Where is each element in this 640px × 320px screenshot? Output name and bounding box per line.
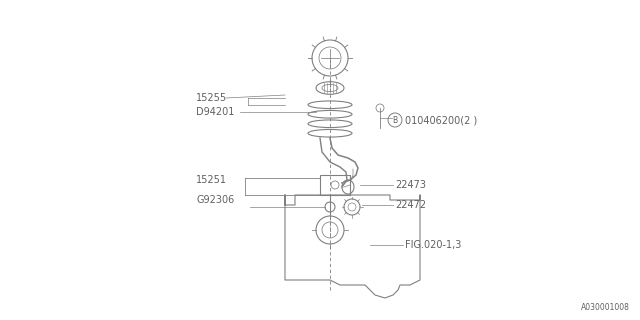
Text: G92306: G92306 <box>196 195 234 205</box>
Text: A030001008: A030001008 <box>581 303 630 312</box>
Text: 15255: 15255 <box>196 93 227 103</box>
Text: D94201: D94201 <box>196 107 234 117</box>
Text: 15251: 15251 <box>196 175 227 185</box>
Bar <box>320 175 350 195</box>
Text: 010406200(2 ): 010406200(2 ) <box>405 115 477 125</box>
Text: 22473: 22473 <box>395 180 426 190</box>
Text: 22472: 22472 <box>395 200 426 210</box>
Text: B: B <box>392 116 397 124</box>
Text: FIG.020-1,3: FIG.020-1,3 <box>405 240 461 250</box>
